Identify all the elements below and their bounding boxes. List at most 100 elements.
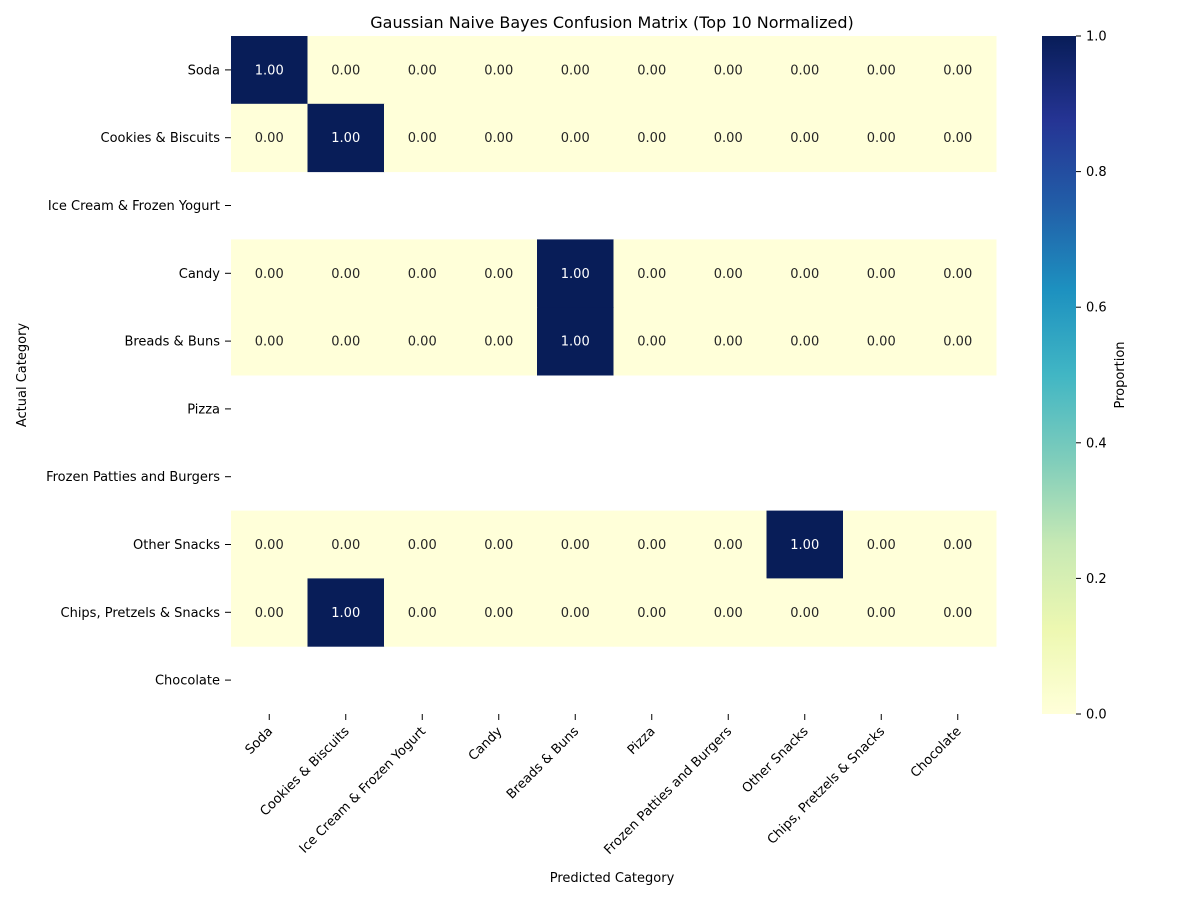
cell-value-label: 0.00 (484, 335, 513, 350)
col-tick-label: Candy (466, 724, 506, 764)
heatmap-cell (537, 578, 614, 647)
cell-value-label: 0.00 (255, 538, 284, 553)
heatmap-cell (307, 239, 385, 308)
cell-value-label: 1.00 (255, 63, 284, 78)
heatmap-cell (690, 36, 767, 105)
cell-value-label: 1.00 (331, 131, 360, 146)
row-tick-label: Other Snacks (133, 538, 220, 553)
heatmap-cell (766, 307, 844, 376)
cell-value-label: 0.00 (561, 131, 590, 146)
cell-value-label: 0.00 (714, 267, 743, 282)
col-tick-label: Breads & Buns (504, 724, 582, 802)
colorbar-tick-label: 1.0 (1086, 30, 1107, 45)
col-tick-label: Ice Cream & Frozen Yogurt (297, 724, 429, 856)
heatmap-cell (919, 36, 997, 105)
cell-value-label: 0.00 (714, 335, 743, 350)
cell-value-label: 0.00 (943, 538, 972, 553)
heatmap-cell (307, 510, 385, 579)
heatmap-cell (690, 239, 767, 308)
heatmap-cell (919, 578, 997, 647)
heatmap-cell (919, 510, 997, 579)
heatmap-cell (766, 578, 844, 647)
row-tick-label: Pizza (187, 402, 220, 417)
cell-value-label: 0.00 (943, 606, 972, 621)
cell-value-label: 0.00 (331, 335, 360, 350)
heatmap-cell (537, 510, 614, 579)
cell-value-label: 0.00 (484, 63, 513, 78)
cell-value-label: 1.00 (331, 606, 360, 621)
colorbar-label: Proportion (1113, 341, 1128, 408)
col-tick-label: Frozen Patties and Burgers (602, 724, 736, 858)
cell-value-label: 0.00 (484, 131, 513, 146)
row-tick-label: Chocolate (155, 674, 220, 689)
heatmap-cell (537, 307, 614, 376)
colorbar-ticks: 0.0 0.2 0.4 0.6 0.8 1.0 (1076, 30, 1107, 723)
colorbar-tick-label: 0.6 (1086, 301, 1107, 316)
row-tick-label: Ice Cream & Frozen Yogurt (48, 199, 220, 214)
cell-value-label: 0.00 (867, 63, 896, 78)
heatmap-cell (231, 103, 308, 173)
heatmap-cell (384, 239, 461, 308)
heatmap-cell (613, 578, 691, 647)
cell-value-label: 0.00 (714, 63, 743, 78)
heatmap-cell (613, 510, 691, 579)
cell-value-label: 0.00 (408, 538, 437, 553)
cell-value-label: 0.00 (408, 335, 437, 350)
cell-value-label: 0.00 (561, 606, 590, 621)
heatmap-cell (307, 36, 385, 105)
heatmap-cell (690, 510, 767, 579)
cell-value-label: 0.00 (637, 267, 666, 282)
heatmap-cell (843, 307, 920, 376)
cell-value-label: 0.00 (255, 267, 284, 282)
heatmap-cell (460, 307, 538, 376)
heatmap-cell (690, 103, 767, 173)
colorbar-tick-label: 0.8 (1086, 165, 1107, 180)
heatmap-cell (843, 510, 920, 579)
heatmap-cell (766, 510, 844, 579)
cell-value-label: 0.00 (561, 63, 590, 78)
row-tick-label: Breads & Buns (124, 335, 220, 350)
cell-value-label: 0.00 (943, 267, 972, 282)
cell-value-label: 0.00 (408, 63, 437, 78)
cell-value-label: 0.00 (255, 335, 284, 350)
row-tick-label: Candy (179, 267, 221, 282)
heatmap-cell (613, 103, 691, 173)
cell-value-label: 0.00 (484, 267, 513, 282)
heatmap-cell (919, 239, 997, 308)
heatmap-cell (613, 239, 691, 308)
cell-value-label: 0.00 (790, 63, 819, 78)
row-tick-label: Chips, Pretzels & Snacks (61, 606, 221, 621)
row-tick-labels: Soda Cookies & Biscuits Ice Cream & Frozen… (46, 63, 231, 689)
heatmap-cell (231, 36, 308, 105)
colorbar-tick-label: 0.4 (1086, 436, 1107, 451)
heatmap-cell (766, 103, 844, 173)
cell-value-label: 0.00 (714, 538, 743, 553)
cell-value-label: 0.00 (790, 267, 819, 282)
heatmap-cell (843, 578, 920, 647)
heatmap-cell (384, 307, 461, 376)
cell-value-label: 0.00 (637, 606, 666, 621)
heatmap-cell (384, 36, 461, 105)
y-axis-label: Actual Category (15, 323, 30, 428)
cell-value-label: 0.00 (867, 538, 896, 553)
cell-value-label: 0.00 (331, 538, 360, 553)
heatmap-cell (384, 510, 461, 579)
col-tick-label: Other Snacks (739, 724, 811, 796)
heatmap-cell (919, 307, 997, 376)
cell-value-label: 0.00 (790, 606, 819, 621)
cell-value-label: 0.00 (408, 267, 437, 282)
heatmap-cell (307, 307, 385, 376)
cell-value-label: 0.00 (561, 538, 590, 553)
heatmap-cell (231, 578, 308, 647)
cell-value-label: 0.00 (255, 131, 284, 146)
row-tick-label: Soda (188, 63, 220, 78)
cell-value-label: 0.00 (637, 335, 666, 350)
heatmap-cell (919, 103, 997, 173)
heatmap-cell (307, 578, 385, 647)
heatmap-cell-labels: 1.00 0.00 0.00 0.00 0.00 0.00 0.00 0.00 0.00 0.00… (255, 63, 972, 620)
heatmap-cell (613, 307, 691, 376)
cell-value-label: 0.00 (331, 63, 360, 78)
